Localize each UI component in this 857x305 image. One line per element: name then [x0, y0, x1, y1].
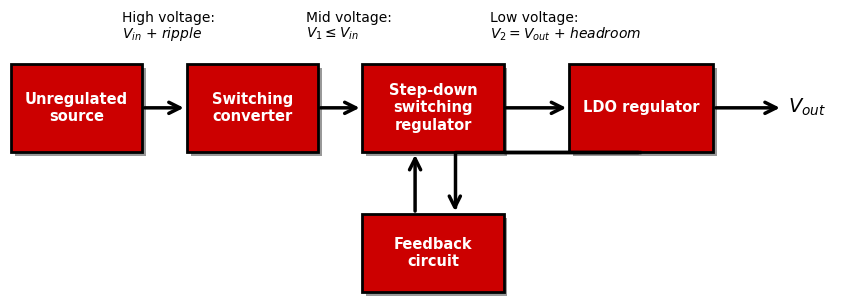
Text: High voltage:: High voltage:: [122, 10, 215, 24]
Bar: [367, 68, 507, 156]
Text: $V_{out}$: $V_{out}$: [788, 97, 826, 118]
Text: Unregulated
source: Unregulated source: [25, 92, 128, 124]
Bar: [187, 64, 318, 152]
Bar: [569, 64, 713, 152]
Text: LDO regulator: LDO regulator: [583, 100, 699, 115]
Bar: [367, 218, 507, 296]
Bar: [363, 214, 504, 292]
Bar: [11, 64, 142, 152]
Text: $V_{in}$ + $\mathit{ripple}$: $V_{in}$ + $\mathit{ripple}$: [122, 25, 202, 43]
Text: Step-down
switching
regulator: Step-down switching regulator: [389, 83, 477, 133]
Text: Mid voltage:: Mid voltage:: [306, 10, 392, 24]
Text: Feedback
circuit: Feedback circuit: [393, 237, 472, 269]
Bar: [363, 64, 504, 152]
Text: Switching
converter: Switching converter: [212, 92, 293, 124]
Bar: [190, 68, 321, 156]
Bar: [15, 68, 146, 156]
Text: $V_2 = V_{out}$ + $\mathit{headroom}$: $V_2 = V_{out}$ + $\mathit{headroom}$: [489, 26, 641, 43]
Text: Low voltage:: Low voltage:: [489, 10, 578, 24]
Bar: [573, 68, 717, 156]
Text: $V_1 \leq V_{in}$: $V_1 \leq V_{in}$: [306, 26, 358, 42]
